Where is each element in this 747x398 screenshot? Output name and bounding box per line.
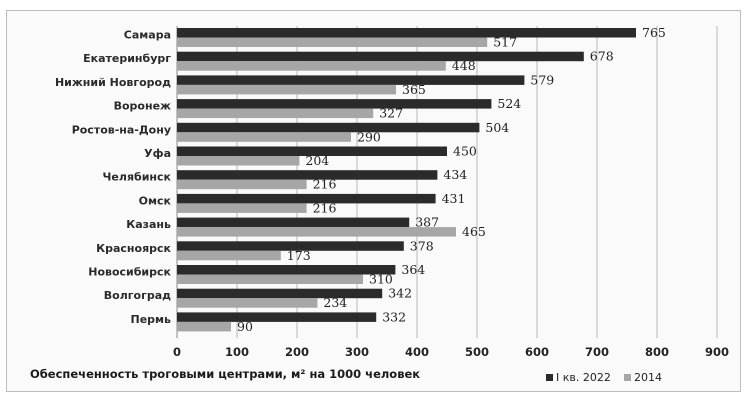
bar-2022 — [177, 288, 383, 299]
bar-2022 — [177, 99, 492, 109]
category-label: Челябинск — [103, 171, 172, 184]
bar-2022 — [177, 75, 525, 85]
value-label-2022: 678 — [590, 49, 614, 64]
bar-2022 — [177, 312, 377, 322]
bar-2014 — [177, 61, 446, 71]
category-label: Екатеринбург — [83, 52, 171, 65]
value-label-2022: 431 — [442, 191, 466, 206]
bar-2022 — [177, 265, 396, 275]
bar-2022 — [177, 122, 480, 133]
category-label: Пермь — [131, 313, 172, 326]
x-tick-label: 300 — [345, 345, 369, 359]
category-label: Самара — [124, 29, 171, 42]
x-tick-label: 900 — [705, 345, 729, 359]
category-label: Уфа — [144, 147, 171, 160]
value-label-2014: 465 — [462, 224, 486, 239]
value-label-2022: 434 — [443, 167, 467, 182]
bar-2014 — [177, 84, 396, 95]
value-label-2022: 765 — [642, 25, 666, 40]
x-tick-label: 100 — [225, 345, 249, 359]
bar-2014 — [177, 227, 456, 237]
value-label-2022: 387 — [415, 215, 439, 230]
bar-2022 — [177, 241, 404, 251]
x-tick-label: 0 — [173, 345, 181, 359]
x-tick-labels: 0 100 200 300 400 500 600 700 800 900 — [173, 345, 729, 359]
x-axis-label: Обеспеченность троговыми центрами, м² на… — [30, 367, 420, 381]
value-label-2022: 364 — [401, 262, 425, 277]
value-label-2014: 448 — [452, 58, 476, 73]
value-label-2014: 234 — [323, 295, 347, 310]
bar-2014 — [177, 298, 318, 308]
bar-2014 — [177, 156, 300, 166]
x-tick-label: 700 — [585, 345, 609, 359]
legend-entry: 2014 — [634, 371, 662, 384]
value-label-2022: 504 — [485, 120, 509, 135]
value-label-2014: 90 — [237, 319, 253, 334]
bar-2022 — [177, 28, 636, 38]
value-label-2022: 342 — [388, 286, 412, 301]
bar-2022 — [177, 146, 447, 156]
bar-2014 — [177, 108, 374, 119]
value-label-2014: 216 — [313, 200, 337, 215]
value-label-2014: 310 — [369, 272, 393, 287]
category-label: Воронеж — [114, 100, 171, 113]
bar-2022 — [177, 217, 410, 228]
value-labels: 765 517 678 448 579 365 524 327 504 290 450 204 434 2… — [237, 25, 666, 334]
value-label-2014: 517 — [493, 35, 517, 50]
x-tick-label: 500 — [465, 345, 489, 359]
value-label-2014: 173 — [287, 248, 311, 263]
value-label-2014: 327 — [379, 106, 403, 121]
legend-swatch — [546, 374, 553, 381]
bar-2014 — [177, 274, 363, 284]
value-label-2022: 332 — [382, 309, 406, 324]
category-labels: Самара Екатеринбург Нижний Новгород Воронеж… — [55, 29, 172, 326]
value-label-2014: 365 — [402, 82, 426, 97]
x-tick-label: 800 — [645, 345, 669, 359]
category-label: Омск — [139, 194, 172, 207]
legend-entry: I кв. 2022 — [556, 371, 611, 384]
legend: I кв. 2022 2014 — [546, 371, 662, 384]
bars — [177, 28, 636, 332]
x-tick-label: 600 — [525, 345, 549, 359]
value-label-2022: 524 — [497, 96, 521, 111]
value-label-2014: 216 — [313, 177, 337, 192]
category-label: Нижний Новгород — [55, 76, 171, 89]
bar-2022 — [177, 193, 436, 204]
value-label-2022: 378 — [410, 238, 434, 253]
category-label: Ростов-на-Дону — [72, 123, 171, 136]
bar-2014 — [177, 37, 488, 47]
bar-2014 — [177, 250, 281, 261]
x-tick-label: 400 — [405, 345, 429, 359]
category-label: Новосибирск — [88, 266, 171, 279]
category-label: Волгоград — [104, 289, 171, 302]
bar-2014 — [177, 179, 307, 190]
category-label: Казань — [126, 218, 171, 231]
value-label-2014: 290 — [357, 129, 381, 144]
value-label-2022: 579 — [530, 72, 554, 87]
x-tick-label: 200 — [285, 345, 309, 359]
legend-swatch — [624, 374, 631, 381]
value-label-2022: 450 — [453, 144, 477, 159]
value-label-2014: 204 — [305, 153, 329, 168]
bar-2014 — [177, 321, 231, 332]
bar-2014 — [177, 132, 351, 142]
bar-2022 — [177, 170, 438, 180]
bar-2022 — [177, 51, 584, 62]
category-label: Красноярск — [96, 242, 171, 255]
bar-2014 — [177, 203, 307, 213]
